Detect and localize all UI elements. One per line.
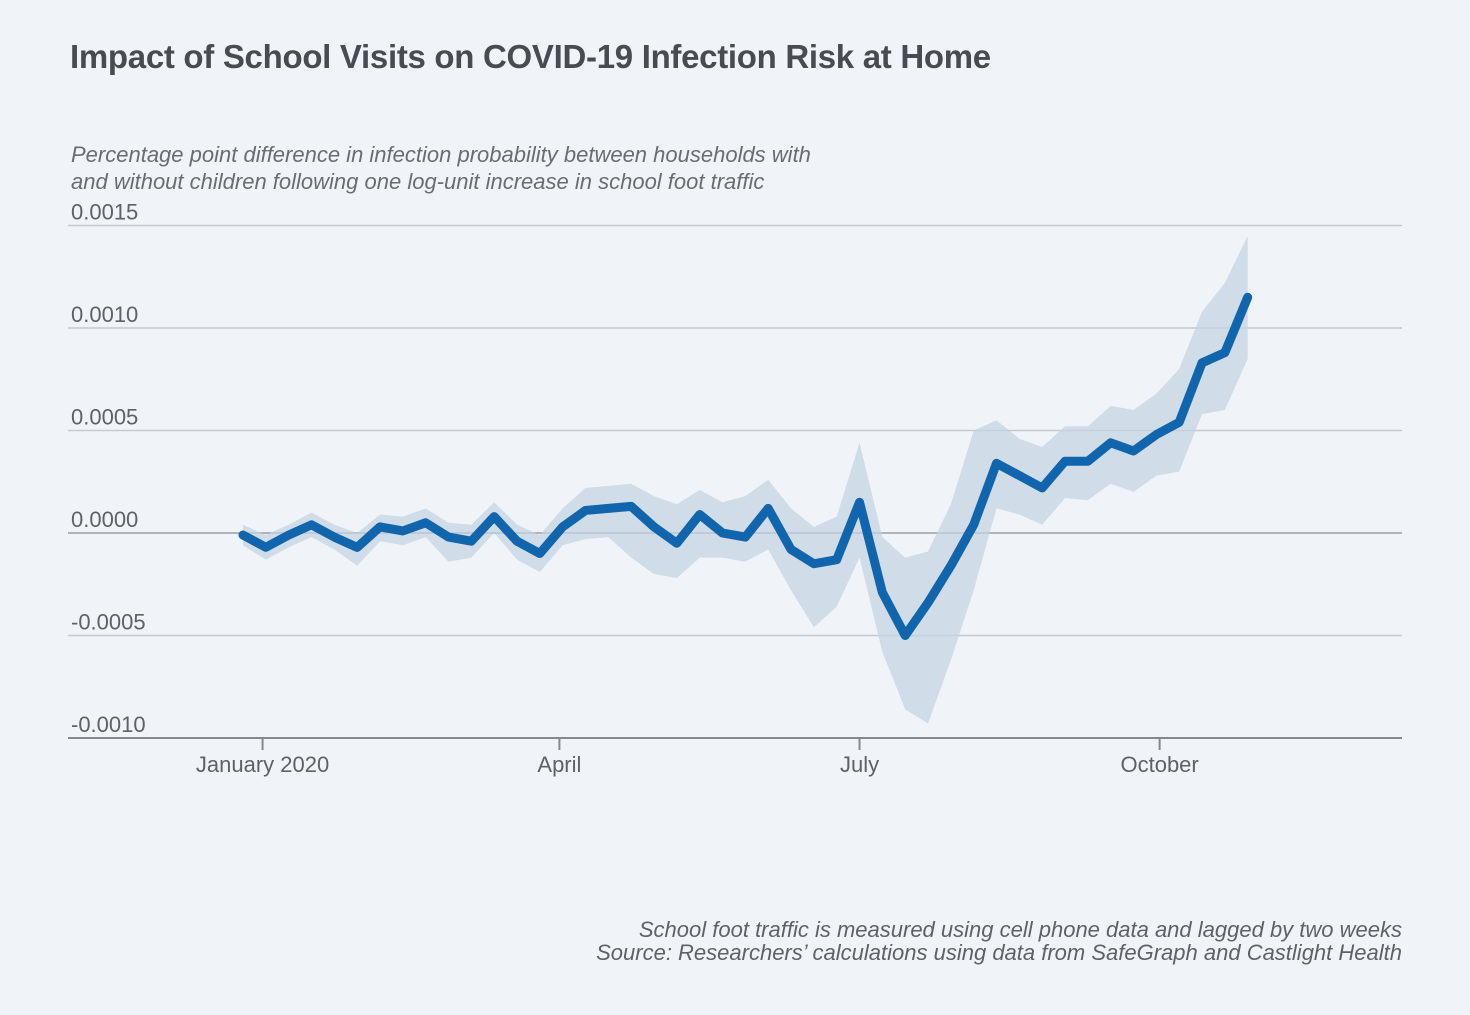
footnote-source-line: Source: Researchers’ calculations using … <box>596 939 1402 965</box>
chart-subtitle: Percentage point difference in infection… <box>71 142 811 194</box>
y-tick-label: 0.0005 <box>71 405 138 430</box>
y-tick-label: -0.0010 <box>71 712 146 737</box>
confidence-band <box>243 235 1248 724</box>
trend-line <box>238 292 1253 640</box>
x-tick-label: July <box>840 752 879 777</box>
y-tick-label: -0.0005 <box>71 610 146 635</box>
x-tick-label: April <box>537 752 581 777</box>
page-title: Impact of School Visits on COVID-19 Infe… <box>70 38 991 75</box>
y-tick-label: 0.0015 <box>71 200 138 225</box>
chart-footnote: School foot traffic is measured using ce… <box>596 917 1402 965</box>
x-tick-label: October <box>1120 752 1198 777</box>
y-tick-label: 0.0010 <box>71 302 138 327</box>
x-tick-label: January 2020 <box>196 752 329 777</box>
y-tick-label: 0.0000 <box>71 507 138 532</box>
footnote-measurement-line: School foot traffic is measured using ce… <box>638 917 1402 942</box>
